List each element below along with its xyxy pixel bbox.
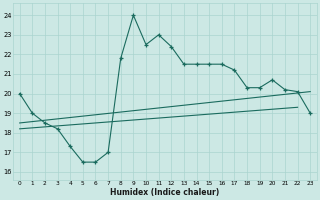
- X-axis label: Humidex (Indice chaleur): Humidex (Indice chaleur): [110, 188, 220, 197]
